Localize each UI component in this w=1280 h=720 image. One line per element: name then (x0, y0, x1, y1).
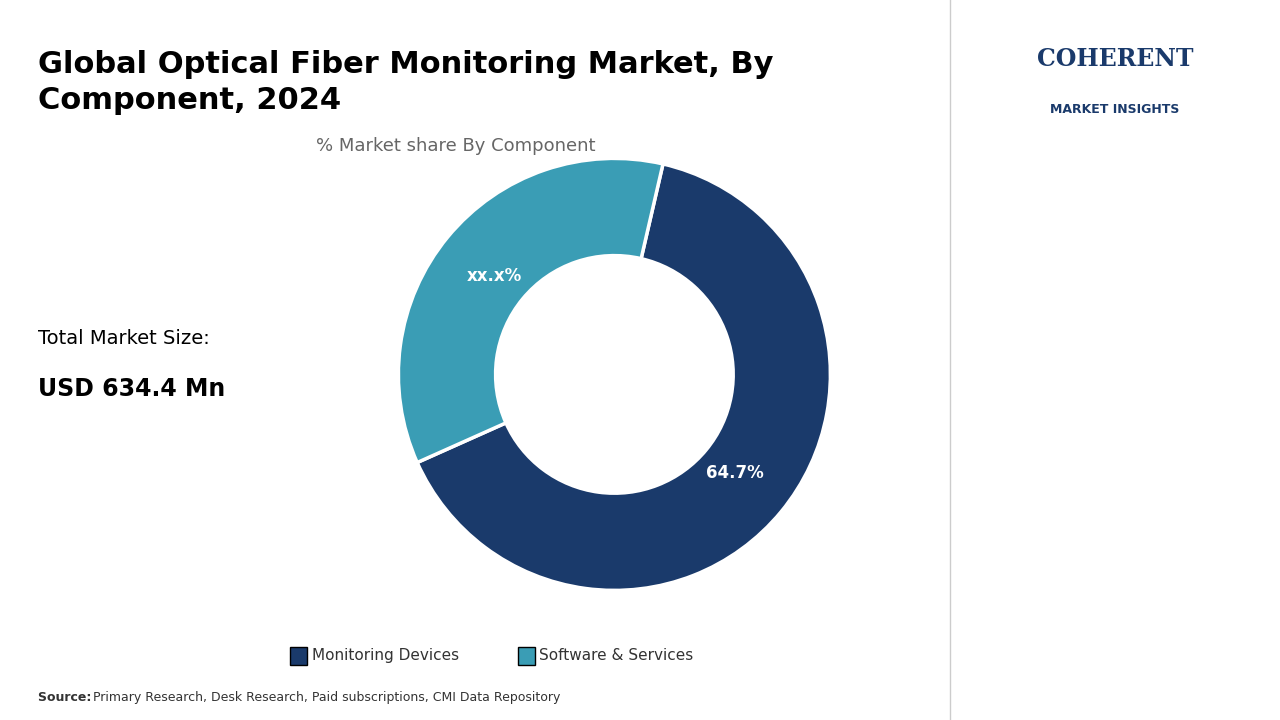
Text: xx.x%: xx.x% (467, 266, 522, 284)
Text: Monitoring Devices: Monitoring Devices (983, 192, 1164, 210)
Text: 64.7%: 64.7% (705, 464, 763, 482)
Text: MARKET INSIGHTS: MARKET INSIGHTS (1050, 103, 1180, 116)
Text: Monitoring Devices: Monitoring Devices (311, 649, 458, 663)
Text: Primary Research, Desk Research, Paid subscriptions, CMI Data Repository: Primary Research, Desk Research, Paid su… (93, 691, 561, 704)
Text: Global Optical
Fiber
Monitoring
Market: Global Optical Fiber Monitoring Market (983, 418, 1169, 557)
Text: Total Market Size:: Total Market Size: (38, 329, 210, 348)
FancyBboxPatch shape (517, 647, 535, 665)
Text: USD 634.4 Mn: USD 634.4 Mn (38, 377, 225, 401)
Wedge shape (398, 158, 663, 462)
FancyBboxPatch shape (289, 647, 307, 665)
Text: % Market share By Component: % Market share By Component (316, 137, 595, 155)
Text: Source:: Source: (38, 691, 96, 704)
Text: Component - Estimated
Market Revenue Share,
2024: Component - Estimated Market Revenue Sha… (983, 266, 1164, 323)
Text: Global Optical Fiber Monitoring Market, By
Component, 2024: Global Optical Fiber Monitoring Market, … (38, 50, 773, 115)
Text: 64.7%: 64.7% (983, 122, 1147, 166)
Wedge shape (417, 164, 831, 590)
Text: Software & Services: Software & Services (539, 649, 694, 663)
Text: COHERENT: COHERENT (1037, 47, 1193, 71)
